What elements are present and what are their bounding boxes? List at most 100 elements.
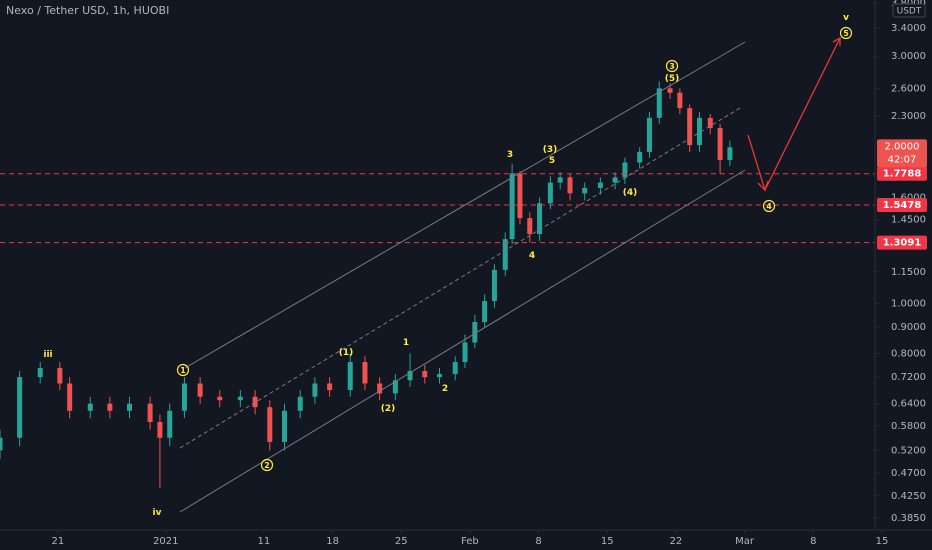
wave-label: (5) [665, 74, 680, 84]
x-tick-label: 21 [52, 536, 65, 547]
wave-label: 1 [180, 366, 186, 375]
projection-arrow [747, 37, 841, 192]
candle-body [472, 322, 478, 343]
y-tick-label: 1.0000 [891, 298, 926, 309]
x-tick-label: 25 [395, 536, 408, 547]
wave-circle [260, 458, 274, 472]
x-tick-label: Feb [461, 536, 479, 547]
x-tick-label: 22 [670, 536, 683, 547]
y-tick-label: 2.6000 [891, 83, 926, 94]
y-tick-label: 0.6400 [891, 399, 926, 410]
wave-label: 1 [403, 338, 409, 348]
candle-body [181, 383, 187, 411]
last-price-box [877, 139, 927, 168]
candle-body [392, 380, 398, 394]
last-price-label: 2.0000 [885, 141, 920, 152]
candle-body [687, 108, 693, 146]
candle-body [282, 410, 288, 442]
chart-title: Nexo / Tether USD, 1h, HUOBI [6, 4, 169, 17]
wave-label: 2 [264, 461, 270, 470]
y-tick-label: 1.4500 [891, 215, 926, 226]
wave-label: 4 [529, 251, 535, 261]
candle-body [637, 151, 643, 163]
wave-circle [665, 59, 679, 73]
candle-body [252, 396, 258, 408]
candle-body [217, 396, 223, 401]
candle-body [297, 396, 303, 411]
unit-label: USDT [897, 7, 922, 17]
candle-body [312, 383, 318, 397]
level-price-box [877, 166, 927, 181]
wave-circle [176, 363, 190, 377]
y-tick-label: 0.9000 [891, 322, 926, 333]
candle-body [622, 162, 628, 178]
candle-body [57, 367, 63, 384]
x-tick-label: 18 [326, 536, 339, 547]
channel-middle [179, 107, 741, 449]
price-axis [875, 0, 932, 530]
candle-body [437, 374, 443, 378]
x-tick-label: 15 [876, 536, 889, 547]
wave-label: (4) [623, 188, 638, 198]
candle-body [696, 117, 702, 146]
y-tick-label: 3.4000 [891, 23, 926, 34]
candle-body [482, 301, 488, 323]
y-tick-label: 0.4250 [891, 491, 926, 502]
channel-lower [179, 169, 746, 513]
candle-body [656, 88, 662, 118]
candle-body [197, 383, 203, 397]
x-tick-label: 8 [535, 536, 541, 547]
wave-label: (1) [339, 348, 354, 358]
y-tick-label: 2.3000 [891, 111, 926, 122]
unit-box [892, 3, 926, 18]
wave-label: 5 [549, 156, 555, 166]
wave-circle [839, 26, 853, 40]
candle-body [597, 182, 603, 188]
wave-label: 4 [766, 202, 772, 211]
y-tick-label: 0.7200 [891, 372, 926, 383]
candle-body [646, 117, 652, 152]
wave-label: 3 [507, 150, 513, 160]
y-tick-label: 3.0000 [891, 51, 926, 62]
candle-body [362, 362, 368, 384]
candle-body [557, 177, 563, 183]
candle-body [517, 173, 523, 219]
wave-label: v [843, 13, 849, 23]
candle-body [327, 383, 333, 391]
level-price-label: 1.7788 [883, 169, 922, 180]
candle-body [707, 117, 713, 128]
candle-body [347, 362, 353, 391]
y-tick-label: 0.5200 [891, 445, 926, 456]
wave-label: 5 [843, 29, 849, 38]
candle-body [167, 410, 173, 438]
candle-body [37, 367, 43, 378]
candle-body [667, 88, 673, 93]
candle-body [87, 403, 93, 411]
candle-body [147, 403, 153, 422]
wave-label: 3 [669, 62, 675, 71]
x-tick-label: 11 [258, 536, 271, 547]
arrow-head [832, 36, 841, 46]
plot [0, 81, 875, 488]
candle-body [727, 147, 733, 161]
arrow-head [757, 180, 769, 192]
y-tick-label: 0.3850 [891, 513, 926, 524]
y-tick-label: 0.4700 [891, 468, 926, 479]
level-price-label: 1.3091 [883, 238, 922, 249]
candle-body [422, 371, 428, 378]
candle-body [677, 92, 683, 109]
candle-body [17, 377, 23, 438]
x-tick-label: 8 [810, 536, 816, 547]
candle-body [502, 239, 508, 270]
wave-label: iii [43, 350, 52, 360]
candle-body [537, 203, 543, 235]
wave-label: (3) [543, 145, 558, 155]
candle-body [407, 371, 413, 381]
y-tick-label: 1.1500 [891, 267, 926, 278]
candle-body [547, 182, 553, 204]
x-tick-label: 15 [601, 536, 614, 547]
candle-body [452, 362, 458, 375]
candle-body [612, 177, 618, 183]
